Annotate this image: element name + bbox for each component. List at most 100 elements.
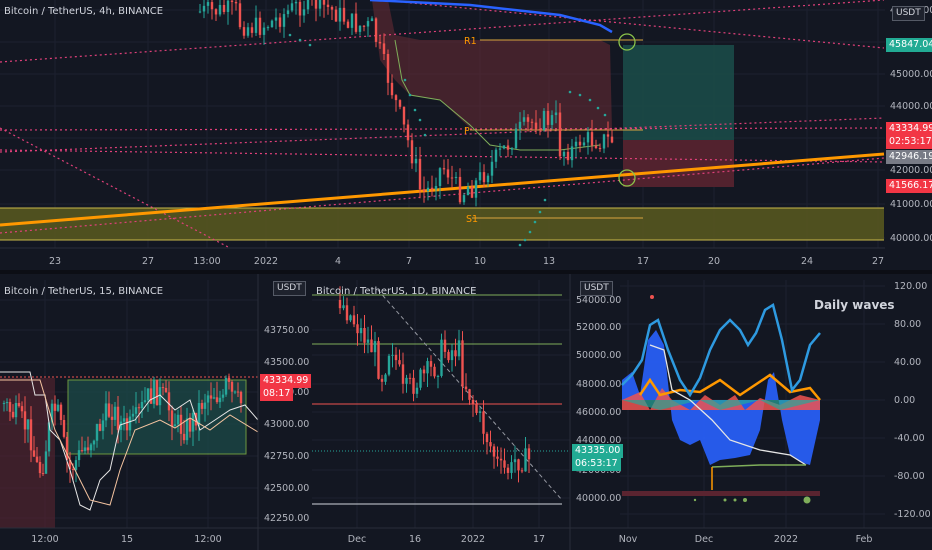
candle-body <box>116 406 120 430</box>
candle-body <box>338 7 342 22</box>
candle-body <box>50 403 54 423</box>
candle-body <box>606 134 610 137</box>
moving-average-blue <box>369 0 613 34</box>
top-currency-button[interactable]: USDT <box>892 6 925 21</box>
psar-dot <box>523 238 527 242</box>
bl-y-tick: 43750.00 <box>264 325 309 336</box>
candle-body <box>322 0 326 5</box>
candle-body <box>349 315 352 321</box>
candle-body <box>490 161 494 176</box>
candle-body <box>474 180 478 198</box>
bm-down-trendline[interactable] <box>377 289 563 501</box>
candle-body <box>390 82 394 96</box>
candle-body <box>32 450 36 457</box>
candle-body <box>298 1 302 16</box>
candle-body <box>546 110 550 125</box>
candle-body <box>191 412 195 432</box>
candle-body <box>266 27 270 29</box>
candle-body <box>527 448 531 460</box>
candle-body <box>496 456 499 459</box>
candle-body <box>574 141 578 147</box>
candle-body <box>125 418 129 431</box>
bl-currency-button[interactable]: USDT <box>273 281 306 296</box>
top-y-tick: 40000.00 <box>890 233 932 244</box>
candle-body <box>41 473 45 475</box>
candle-body <box>262 27 266 35</box>
top-x-tick: 13:00 <box>193 256 220 267</box>
orange-trendline[interactable] <box>0 152 885 227</box>
candle-body <box>503 460 506 468</box>
candle-body <box>377 341 380 379</box>
candle-body <box>362 25 366 27</box>
bl-y-tick: 42250.00 <box>264 513 309 524</box>
top-y-tick: 42000.00 <box>890 165 932 176</box>
top-chart-title[interactable]: Bitcoin / TetherUS, 4h, BINANCE <box>4 6 164 17</box>
candle-body <box>354 13 358 32</box>
psar-dot <box>518 243 522 247</box>
candle-body <box>566 151 570 161</box>
candle-body <box>434 185 438 190</box>
candle-body <box>510 462 513 473</box>
candle-body <box>2 403 6 405</box>
candle-body <box>598 148 602 150</box>
candle-body <box>330 6 334 10</box>
candle-body <box>346 21 350 28</box>
candle-body <box>214 9 218 15</box>
candle-body <box>478 172 482 181</box>
candle-body <box>80 450 84 452</box>
bm-x-tick: 17 <box>533 534 545 545</box>
candle-body <box>294 1 298 4</box>
br-y-tick: 120.00 <box>894 281 927 292</box>
candle-body <box>464 386 468 390</box>
candle-body <box>426 361 429 374</box>
psar-dot <box>533 220 537 224</box>
candle-body <box>53 403 57 411</box>
bm-y-tick: 52000.00 <box>576 322 621 333</box>
candle-body <box>402 106 406 125</box>
support-zone[interactable] <box>0 208 884 240</box>
candle-body <box>35 456 39 463</box>
bm-chart-title[interactable]: Bitcoin / TetherUS, 1D, BINANCE <box>316 286 477 297</box>
candle-body <box>594 145 598 149</box>
candle-body <box>167 392 171 411</box>
candle-body <box>44 451 48 474</box>
candle-body <box>23 411 27 430</box>
candle-body <box>447 351 450 361</box>
psar-dot <box>596 106 600 110</box>
br-y-tick: -80.00 <box>894 471 925 482</box>
long-position-profit[interactable] <box>623 45 734 140</box>
candle-body <box>518 121 522 129</box>
bl-chart-title[interactable]: Bitcoin / TetherUS, 15, BINANCE <box>4 286 164 297</box>
candle-body <box>370 339 373 353</box>
candle-body <box>492 446 496 457</box>
psar-dot <box>298 38 302 42</box>
candle-body <box>185 418 189 441</box>
candle-body <box>338 300 342 309</box>
bm-currency-button[interactable]: USDT <box>580 281 613 296</box>
candle-body <box>65 436 69 460</box>
candle-body <box>422 189 426 192</box>
svg-text:R1: R1 <box>464 36 477 47</box>
candle-body <box>158 387 162 406</box>
candle-body <box>95 423 99 441</box>
candle-body <box>62 419 66 437</box>
daily-waves-title: Daily waves <box>814 298 895 312</box>
candle-body <box>342 305 345 309</box>
candle-body <box>17 403 21 407</box>
bl-x-tick: 12:00 <box>31 534 58 545</box>
bm-y-tick: 50000.00 <box>576 350 621 361</box>
br-y-tick: 80.00 <box>894 319 921 330</box>
candle-body <box>210 2 214 10</box>
candle-body <box>373 341 377 353</box>
candle-body <box>380 378 384 382</box>
candle-body <box>188 418 192 432</box>
candle-body <box>326 4 330 7</box>
target-marker-circle <box>618 33 636 51</box>
long-position-loss[interactable] <box>623 140 734 187</box>
candle-body <box>526 117 530 122</box>
candle-body <box>440 339 443 376</box>
candle-body <box>119 421 123 430</box>
candle-body <box>412 377 415 394</box>
pivot-lines <box>470 39 643 219</box>
